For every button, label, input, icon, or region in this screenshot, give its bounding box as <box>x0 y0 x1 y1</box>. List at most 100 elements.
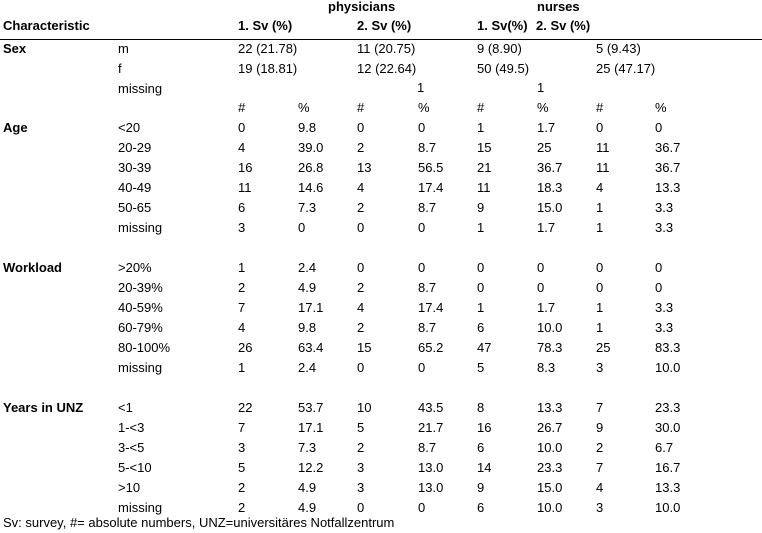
table-cell: 50 (49.5) <box>477 61 530 76</box>
table-cell: 13 <box>357 160 372 175</box>
table-cell: 1.7 <box>537 220 556 235</box>
table-cell: 6 <box>477 320 485 335</box>
subheader-cell: % <box>655 100 667 115</box>
table-cell: 1 <box>477 220 485 235</box>
table-cell: 8.7 <box>418 140 437 155</box>
table-cell: 7 <box>238 420 246 435</box>
table-cell: 19 (18.81) <box>238 61 298 76</box>
table-cell: 11 (20.75) <box>357 41 416 56</box>
table-cell-category: >10 <box>118 480 141 495</box>
table-cell: 26 <box>238 340 253 355</box>
table-cell: 16.7 <box>655 460 681 475</box>
table-cell: 0 <box>537 280 545 295</box>
table-cell: 13.3 <box>655 480 681 495</box>
table-cell: 0 <box>418 220 426 235</box>
table-cell: 2 <box>238 280 246 295</box>
table-cell-category: 80-100% <box>118 340 171 355</box>
table-cell: 83.3 <box>655 340 681 355</box>
group-label-physicians: physicians <box>328 0 396 14</box>
table-cell: 1 <box>417 80 425 95</box>
table-cell: 15 <box>357 340 372 355</box>
table-cell: 3 <box>238 440 246 455</box>
table-cell-category: 20-29 <box>118 140 152 155</box>
table-cell: 1.7 <box>537 300 556 315</box>
table-cell: 10.0 <box>537 500 563 515</box>
table-cell: 4 <box>238 140 246 155</box>
table-cell: 12.2 <box>298 460 324 475</box>
table-cell: 9 <box>477 200 485 215</box>
table-cell: 0 <box>418 260 426 275</box>
table-cell: 1 <box>596 320 604 335</box>
table-cell: 21 <box>477 160 492 175</box>
table-cell-category: 5-<10 <box>118 460 152 475</box>
table-cell: 7 <box>596 460 604 475</box>
table-cell: 16 <box>238 160 253 175</box>
table-cell: 9 <box>477 480 485 495</box>
table-cell: 2 <box>357 280 365 295</box>
table-cell: 65.2 <box>418 340 444 355</box>
table-cell: 53.7 <box>298 400 324 415</box>
table-cell: 0 <box>298 220 306 235</box>
table-cell: 8.3 <box>537 360 556 375</box>
table-cell: 26.7 <box>537 420 563 435</box>
table-cell: 3 <box>357 460 365 475</box>
section-label: Years in UNZ <box>3 400 84 415</box>
table-cell: 11 <box>596 140 610 155</box>
table-cell-category: missing <box>118 360 163 375</box>
table-cell: 5 <box>477 360 485 375</box>
table-cell: 3 <box>238 220 246 235</box>
table-cell: 7 <box>238 300 246 315</box>
table-cell: 4.9 <box>298 480 317 495</box>
table-cell: 13.0 <box>418 460 444 475</box>
table-cell: 17.4 <box>418 180 444 195</box>
table-cell: 36.7 <box>655 160 681 175</box>
table-cell-category: m <box>118 41 129 56</box>
table-cell: 15.0 <box>537 480 563 495</box>
table-cell: 5 <box>357 420 365 435</box>
table-cell: 5 (9.43) <box>596 41 641 56</box>
table-cell: 13.0 <box>418 480 444 495</box>
table-cell-category: 20-39% <box>118 280 163 295</box>
table-cell: 78.3 <box>537 340 563 355</box>
subheader-cell: % <box>418 100 430 115</box>
table-cell: 0 <box>477 280 485 295</box>
table-cell: 36.7 <box>537 160 563 175</box>
table-cell: 17.1 <box>298 300 324 315</box>
table-cell: 43.5 <box>418 400 444 415</box>
col-header-phys-sv2: 2. Sv (%) <box>357 18 412 33</box>
table-cell: 10.0 <box>537 440 563 455</box>
table-cell-category: missing <box>118 500 163 515</box>
table-cell: 5 <box>238 460 246 475</box>
table-cell: 1 <box>477 120 485 135</box>
table-cell: 11 <box>477 180 491 195</box>
table-cell: 2 <box>238 480 246 495</box>
table-cell: 2 <box>357 440 365 455</box>
table-cell: 18.3 <box>537 180 563 195</box>
table-cell: 3 <box>596 500 604 515</box>
table-cell-category: 40-49 <box>118 180 152 195</box>
table-cell: 1 <box>238 260 246 275</box>
table-cell: 9 (8.90) <box>477 41 522 56</box>
table-cell: 25 (47.17) <box>596 61 656 76</box>
table-cell: 2 <box>238 500 246 515</box>
table-cell-category: <20 <box>118 120 141 135</box>
table-cell: 3 <box>357 480 365 495</box>
table-cell: 0 <box>537 260 545 275</box>
table-cell: 23.3 <box>537 460 563 475</box>
table-cell-category: 60-79% <box>118 320 163 335</box>
table-cell: 4 <box>596 180 604 195</box>
table-cell: 0 <box>357 220 365 235</box>
col-header-nurse-sv2: 2. Sv (%) <box>536 18 591 33</box>
table-cell: 0 <box>477 260 485 275</box>
table-cell: 0 <box>596 120 604 135</box>
table-cell: 2 <box>357 200 365 215</box>
table-cell: 17.1 <box>298 420 324 435</box>
table-cell: 11 <box>596 160 610 175</box>
table-cell: 21.7 <box>418 420 444 435</box>
table-cell: 2.4 <box>298 360 317 375</box>
section-label: Workload <box>3 260 62 275</box>
table-cell: 7.3 <box>298 440 317 455</box>
table-cell: 4.9 <box>298 280 317 295</box>
table-cell: 25 <box>537 140 552 155</box>
section-label: Age <box>3 120 28 135</box>
